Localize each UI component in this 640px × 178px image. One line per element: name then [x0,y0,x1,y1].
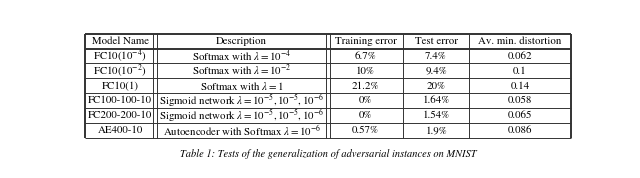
Text: 9.4%: 9.4% [425,66,447,76]
Text: AE400-10: AE400-10 [97,126,143,135]
Text: FC10(1): FC10(1) [102,81,139,91]
Text: FC10(10$^{-4}$): FC10(10$^{-4}$) [93,48,147,64]
Text: 7.4%: 7.4% [425,51,447,61]
Text: Sigmoid network $\lambda = 10^{-5}, 10^{-5}, 10^{-6}$: Sigmoid network $\lambda = 10^{-5}, 10^{… [159,107,324,124]
Text: 1.9%: 1.9% [425,126,447,135]
Text: 0%: 0% [359,111,372,120]
Text: Table 1: Tests of the generalization of adversarial instances on MNIST: Table 1: Tests of the generalization of … [180,149,476,159]
Text: 0%: 0% [359,96,372,106]
Text: 6.7%: 6.7% [355,51,376,61]
Text: 0.086: 0.086 [508,126,532,135]
Text: Sigmoid network $\lambda = 10^{-5}, 10^{-5}, 10^{-6}$: Sigmoid network $\lambda = 10^{-5}, 10^{… [159,92,324,109]
Text: Description: Description [216,36,268,46]
Text: 1.54%: 1.54% [422,111,450,120]
Text: 0.058: 0.058 [508,96,532,106]
Text: 0.1: 0.1 [513,66,527,76]
Text: 0.062: 0.062 [508,51,532,61]
Text: Test error: Test error [415,36,458,46]
Text: Av. min. distortion: Av. min. distortion [478,36,562,46]
Text: 0.14: 0.14 [511,81,529,91]
Text: Softmax with $\lambda = 10^{-4}$: Softmax with $\lambda = 10^{-4}$ [192,48,291,64]
Text: 20%: 20% [427,81,445,91]
Text: FC10(10$^{-2}$): FC10(10$^{-2}$) [93,62,147,79]
Text: Training error: Training error [335,36,397,46]
Text: 10%: 10% [356,66,375,76]
Text: FC100-100-10: FC100-100-10 [88,96,152,106]
Text: FC200-200-10: FC200-200-10 [88,111,152,120]
Text: 0.065: 0.065 [508,111,532,120]
Text: Softmax with $\lambda = 1$: Softmax with $\lambda = 1$ [200,80,284,92]
Text: 0.57%: 0.57% [352,126,379,135]
Text: Softmax with $\lambda = 10^{-2}$: Softmax with $\lambda = 10^{-2}$ [192,63,291,78]
Text: 21.2%: 21.2% [352,81,380,91]
Text: 1.64%: 1.64% [422,96,450,106]
Text: Autoencoder with Softmax $\lambda = 10^{-6}$: Autoencoder with Softmax $\lambda = 10^{… [163,123,321,138]
Text: Model Name: Model Name [92,36,148,46]
